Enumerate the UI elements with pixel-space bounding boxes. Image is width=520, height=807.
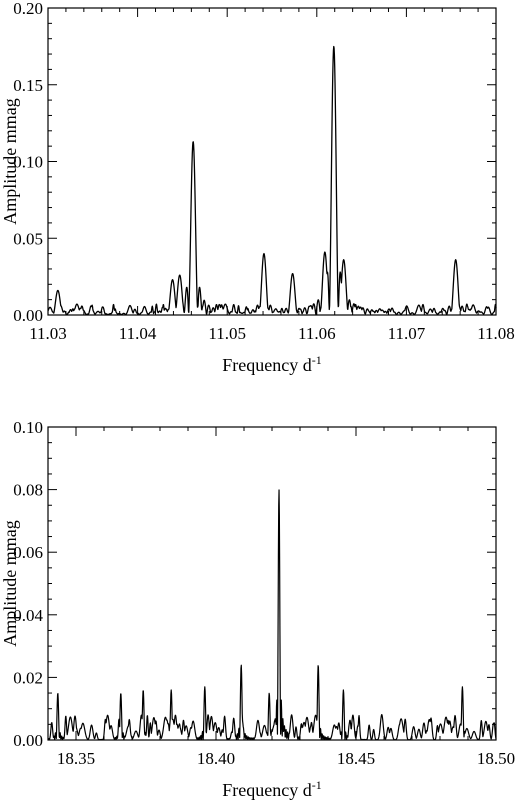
y-tick-label: 0.00 xyxy=(13,731,43,750)
x-tick-label: 11.05 xyxy=(208,324,246,343)
top-amplitude-spectrum-line xyxy=(47,45,497,316)
y-tick-label: 0.04 xyxy=(13,606,43,625)
bottom-y-axis-label: Amplitude mmag xyxy=(0,520,20,646)
top-axis-ticks xyxy=(47,7,497,316)
bottom-plot-frame xyxy=(47,426,497,741)
bottom-amplitude-spectrum-line xyxy=(47,489,497,741)
y-tick-label: 0.10 xyxy=(13,153,43,172)
x-tick-label: 18.50 xyxy=(477,749,515,768)
x-tick-label: 11.03 xyxy=(29,324,67,343)
y-tick-label: 0.06 xyxy=(13,543,43,562)
top-periodogram-panel: 11.03 11.04 11.05 11.06 11.07 11.08 0.00 0.05 0.… xyxy=(0,0,515,375)
top-y-axis-label: Amplitude mmag xyxy=(0,98,20,224)
bottom-tick-labels: 18.35 18.40 18.45 18.50 0.00 0.02 0.04 0.06 0.08… xyxy=(13,418,515,768)
bottom-axis-ticks xyxy=(48,426,497,741)
y-tick-label: 0.08 xyxy=(13,481,43,500)
x-tick-label: 18.45 xyxy=(337,749,375,768)
x-tick-label: 11.06 xyxy=(298,324,336,343)
y-tick-label: 0.00 xyxy=(13,306,43,325)
top-tick-labels: 11.03 11.04 11.05 11.06 11.07 11.08 0.00 0.05 0.… xyxy=(13,0,515,343)
x-tick-label: 11.08 xyxy=(477,324,515,343)
x-tick-label: 18.40 xyxy=(197,749,235,768)
bottom-periodogram-panel: 18.35 18.40 18.45 18.50 0.00 0.02 0.04 0.06 0.08… xyxy=(0,418,515,800)
x-tick-label: 18.35 xyxy=(57,749,95,768)
top-x-axis-label: Frequency d-1 xyxy=(222,353,321,375)
x-tick-label: 11.04 xyxy=(119,324,157,343)
y-tick-label: 0.02 xyxy=(13,668,43,687)
y-tick-label: 0.05 xyxy=(13,229,43,248)
bottom-x-axis-label: Frequency d-1 xyxy=(222,778,321,800)
y-tick-label: 0.10 xyxy=(13,418,43,437)
y-tick-label: 0.20 xyxy=(13,0,43,18)
y-tick-label: 0.15 xyxy=(13,76,43,95)
top-plot-frame xyxy=(47,7,497,316)
x-tick-label: 11.07 xyxy=(388,324,426,343)
